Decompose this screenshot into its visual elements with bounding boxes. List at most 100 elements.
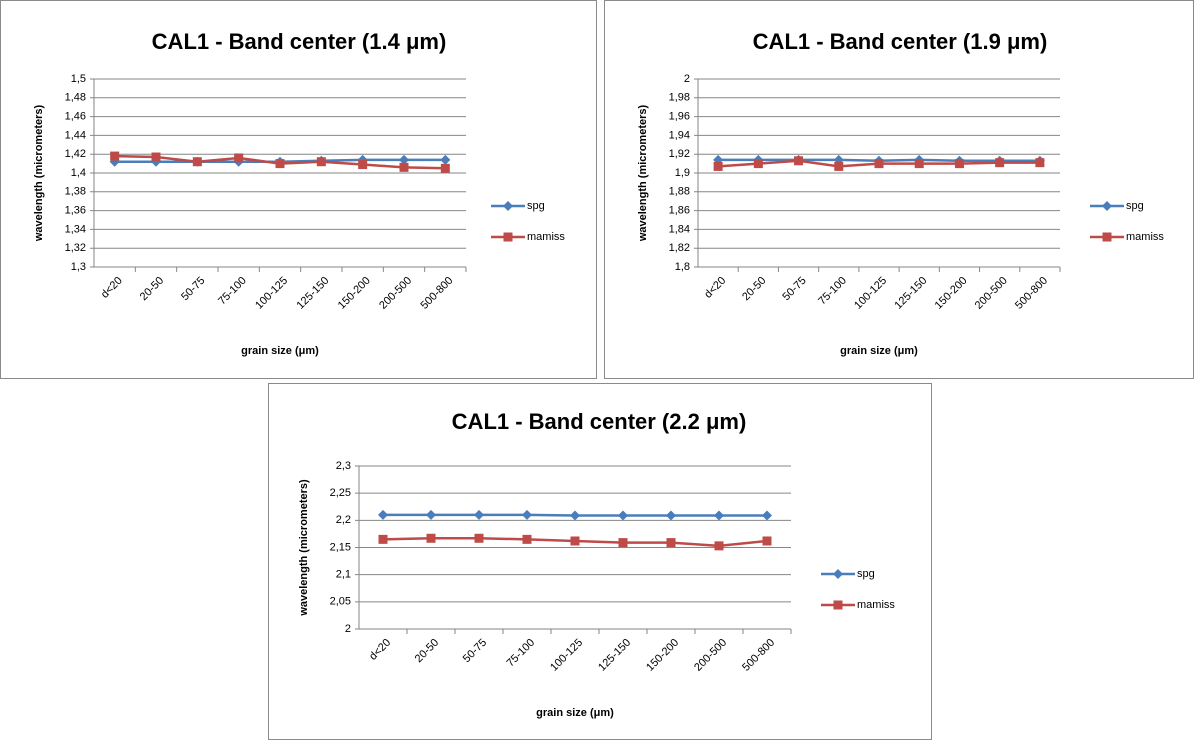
x-tick-label: 75-100 [816, 275, 849, 308]
y-tick-label: 1,48 [65, 92, 86, 104]
x-tick-label: 50-75 [780, 275, 808, 303]
y-tick-label: 2 [345, 623, 351, 635]
y-axis-label: wavelength (micrometers) [298, 479, 310, 617]
data-point [192, 157, 202, 167]
y-tick-label: 1,9 [675, 167, 690, 179]
data-point [522, 509, 532, 520]
chart-title: CAL1 - Band center (1.4 μm) [152, 29, 447, 54]
data-point [714, 510, 724, 521]
y-tick-label: 1,8 [675, 261, 690, 273]
x-axis-label: grain size (μm) [241, 345, 319, 357]
data-point [713, 161, 723, 171]
y-tick-label: 1,94 [669, 129, 690, 141]
x-axis-label: grain size (μm) [536, 707, 614, 719]
data-point [618, 538, 628, 548]
x-tick-label: 50-75 [179, 275, 207, 303]
x-tick-label: d<20 [367, 637, 393, 663]
data-point [570, 536, 580, 546]
x-tick-label: 75-100 [216, 275, 249, 308]
y-tick-label: 1,32 [65, 242, 86, 254]
x-tick-label: d<20 [702, 275, 728, 301]
data-point [426, 509, 436, 520]
y-tick-label: 1,82 [669, 242, 690, 254]
x-tick-label: 75-100 [504, 637, 537, 670]
y-tick-label: 1,38 [65, 186, 86, 198]
x-tick-label: 200-500 [973, 275, 1010, 312]
y-axis-label: wavelength (micrometers) [637, 105, 649, 243]
x-tick-label: 150-200 [644, 637, 681, 674]
legend-marker [833, 600, 843, 610]
data-point [275, 159, 285, 169]
data-point [358, 160, 368, 170]
data-point [618, 510, 628, 521]
x-tick-label: 20-50 [138, 275, 166, 303]
data-point [474, 533, 484, 543]
y-tick-label: 2,1 [336, 569, 351, 581]
y-tick-label: 2,05 [330, 596, 351, 608]
data-point [753, 159, 763, 169]
legend-marker [503, 232, 513, 242]
data-point [378, 509, 388, 520]
y-tick-label: 1,88 [669, 186, 690, 198]
x-axis-label: grain size (μm) [840, 345, 918, 357]
data-point [666, 510, 676, 521]
data-point [522, 534, 532, 544]
y-tick-label: 1,4 [71, 167, 86, 179]
data-point [995, 158, 1005, 168]
data-point [714, 541, 724, 551]
y-tick-label: 1,98 [669, 92, 690, 104]
data-point [794, 156, 804, 166]
data-point [570, 510, 580, 521]
data-point [151, 152, 161, 162]
x-tick-label: 150-200 [933, 275, 970, 312]
y-tick-label: 1,84 [669, 223, 690, 235]
legend-marker [1102, 232, 1112, 242]
data-point [874, 159, 884, 169]
x-tick-label: 100-125 [253, 275, 290, 312]
chart-title: CAL1 - Band center (1.9 μm) [753, 29, 1048, 54]
data-point [474, 509, 484, 520]
x-tick-label: 20-50 [740, 275, 768, 303]
x-tick-label: 100-125 [548, 637, 585, 674]
y-tick-label: 2,3 [336, 460, 351, 472]
x-tick-label: 20-50 [413, 637, 441, 665]
y-tick-label: 1,86 [669, 205, 690, 217]
y-tick-label: 1,46 [65, 111, 86, 123]
chart: CAL1 - Band center (1.9 μm) wavelength (m… [604, 0, 1194, 379]
y-tick-label: 2 [684, 73, 690, 85]
data-point [378, 534, 388, 544]
data-point [762, 510, 772, 521]
x-tick-label: 200-500 [692, 637, 729, 674]
y-tick-label: 2,15 [330, 541, 351, 553]
x-tick-label: 125-150 [294, 275, 331, 312]
data-point [440, 163, 450, 173]
data-point [426, 533, 436, 543]
data-point [316, 157, 326, 167]
y-tick-label: 1,42 [65, 148, 86, 160]
data-point [834, 161, 844, 171]
legend-label: mamiss [527, 231, 565, 243]
data-point [954, 159, 964, 169]
y-tick-label: 2,2 [336, 514, 351, 526]
x-tick-label: 150-200 [336, 275, 373, 312]
data-point [914, 159, 924, 169]
chart: CAL1 - Band center (1.4 μm) wavelength (m… [0, 0, 597, 379]
y-tick-label: 1,96 [669, 111, 690, 123]
x-tick-label: 100-125 [852, 275, 889, 312]
x-tick-label: 125-150 [892, 275, 929, 312]
x-tick-label: 500-800 [740, 637, 777, 674]
y-tick-label: 1,5 [71, 73, 86, 85]
legend-label: spg [1126, 200, 1144, 212]
data-point [110, 151, 120, 161]
x-tick-label: 500-800 [418, 275, 455, 312]
y-tick-label: 2,25 [330, 487, 351, 499]
data-point [234, 153, 244, 163]
data-point [1035, 158, 1045, 168]
x-tick-label: 125-150 [596, 637, 633, 674]
legend-marker [503, 201, 513, 211]
y-tick-label: 1,3 [71, 261, 86, 273]
y-tick-label: 1,36 [65, 205, 86, 217]
legend-marker [1102, 201, 1112, 211]
x-tick-label: 50-75 [461, 637, 489, 665]
x-tick-label: 200-500 [377, 275, 414, 312]
